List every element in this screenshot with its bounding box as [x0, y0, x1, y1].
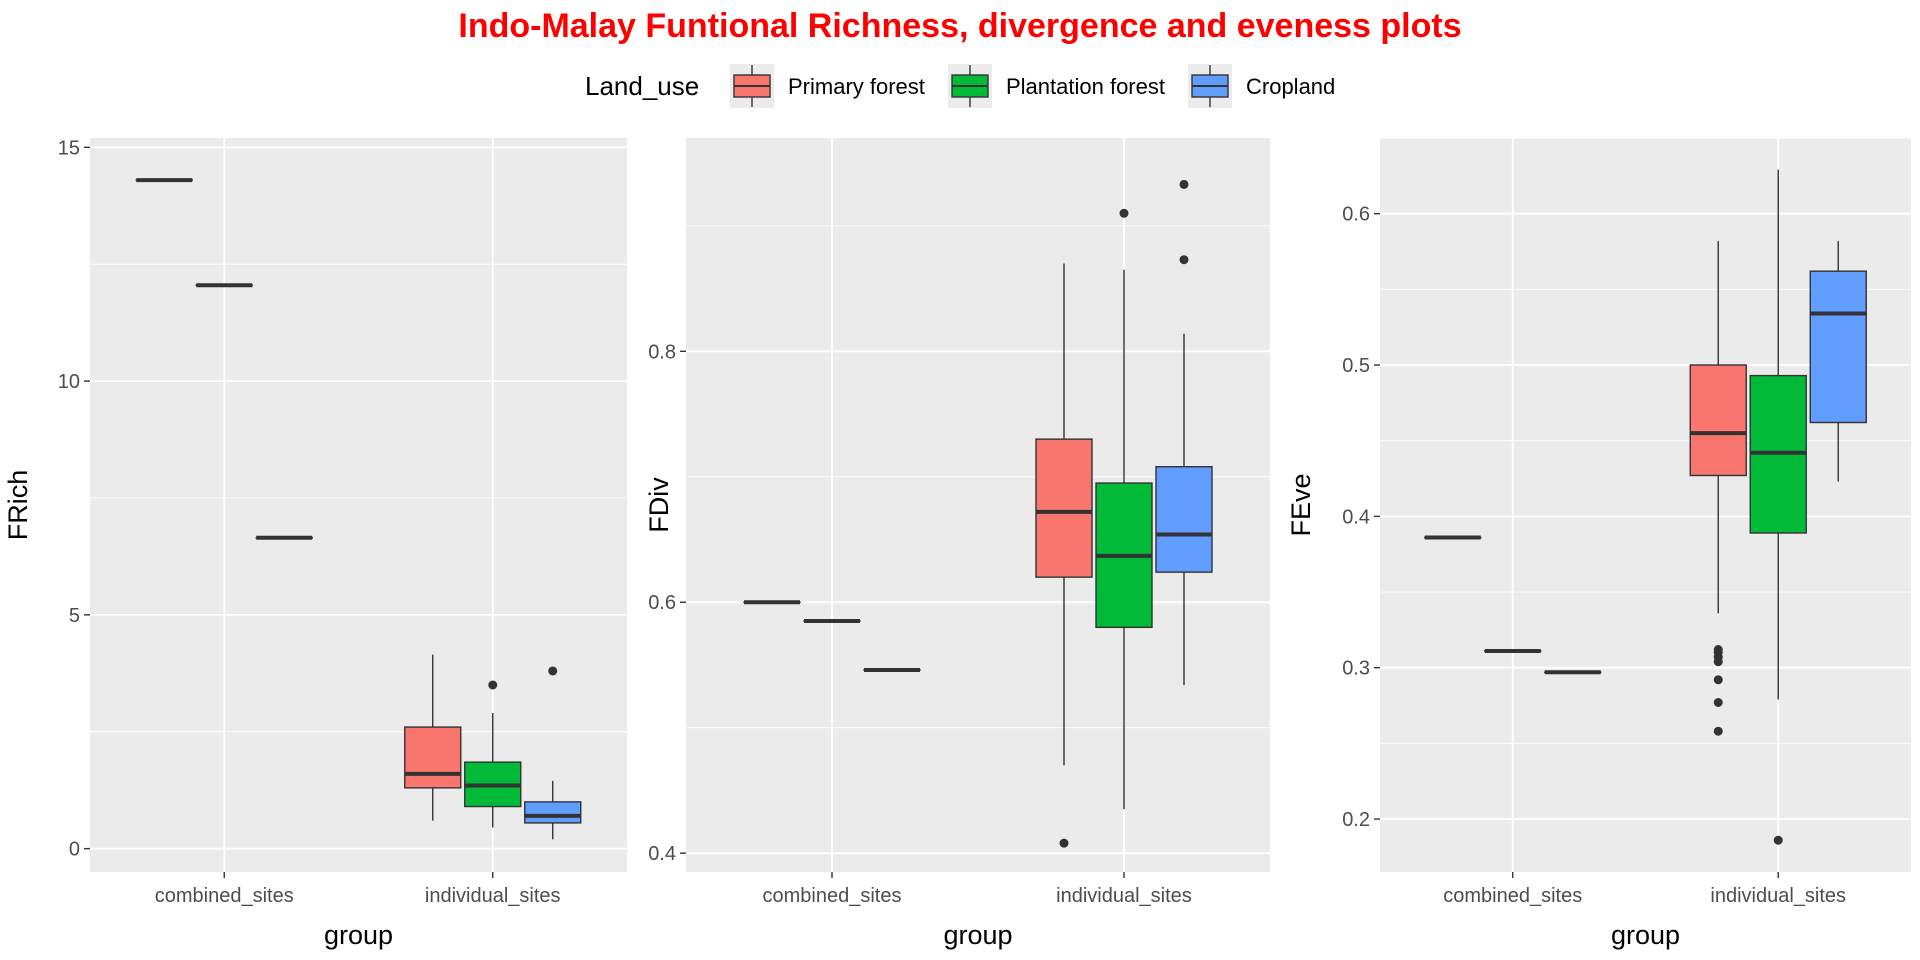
y-tick-label: 0.4: [648, 843, 676, 865]
y-tick-label: 0.4: [1342, 506, 1370, 528]
legend-label: Primary forest: [788, 74, 925, 99]
y-axis-title: FRich: [3, 470, 33, 541]
outlier-point: [1179, 179, 1189, 189]
plot-background: [90, 138, 627, 872]
outlier-point: [1119, 208, 1129, 218]
x-tick-label: individual_sites: [425, 885, 561, 907]
legend-item-primary-forest: Primary forest: [730, 64, 925, 108]
panel-frich: 0 5 10 15 combined_sites individual_sitesgrou…: [3, 137, 627, 950]
box-plantation-forest-individual-sites: [1749, 169, 1807, 845]
legend-label: Plantation forest: [1006, 74, 1165, 99]
box-cropland-individual-sites: [1809, 240, 1867, 482]
y-tick-label: 0: [69, 839, 80, 861]
y-tick-label: 0.6: [1342, 204, 1370, 226]
y-tick-label: 15: [58, 137, 80, 159]
plot-background: [1380, 138, 1911, 872]
box-iqr: [524, 801, 582, 824]
x-axis-title: group: [1611, 920, 1680, 950]
box-cropland-individual-sites: [1155, 179, 1213, 686]
y-tick-label: 0.2: [1342, 809, 1370, 831]
outlier-point: [1773, 835, 1783, 845]
x-axis-title: group: [324, 920, 393, 950]
x-tick-label: combined_sites: [763, 885, 902, 907]
y-axis-title: FDiv: [644, 477, 674, 533]
x-tick-label: combined_sites: [155, 885, 294, 907]
box-iqr: [1809, 270, 1867, 424]
legend-item-cropland: Cropland: [1188, 64, 1335, 108]
box-primary-forest-individual-sites: [404, 654, 462, 821]
box-cropland-individual-sites: [524, 666, 582, 840]
outlier-point: [1713, 697, 1723, 707]
legend-item-plantation-forest: Plantation forest: [948, 64, 1165, 108]
x-tick-label: combined_sites: [1443, 885, 1582, 907]
outlier-point: [1713, 726, 1723, 736]
outlier-point: [1059, 838, 1069, 848]
legend-label: Cropland: [1246, 74, 1335, 99]
outlier-point: [488, 680, 498, 690]
box-iqr: [1155, 466, 1213, 573]
box-iqr: [1035, 438, 1093, 578]
x-tick-label: individual_sites: [1056, 885, 1192, 907]
x-axis-title: group: [943, 920, 1012, 950]
y-tick-label: 0.6: [648, 592, 676, 614]
x-tick-label: individual_sites: [1710, 885, 1846, 907]
box-iqr: [404, 726, 462, 789]
outlier-point: [1179, 255, 1189, 265]
box-primary-forest-individual-sites: [1689, 240, 1747, 736]
y-axis-title: FEve: [1286, 473, 1316, 536]
y-tick-label: 10: [58, 371, 80, 393]
box-iqr: [1689, 364, 1747, 477]
figure-title: Indo-Malay Funtional Richness, divergenc…: [458, 7, 1461, 45]
box-plantation-forest-individual-sites: [464, 680, 522, 828]
legend: Land_use Primary forest Plantation forest…: [585, 64, 1335, 108]
y-tick-label: 5: [69, 605, 80, 627]
y-tick-label: 0.8: [648, 341, 676, 363]
legend-title: Land_use: [585, 71, 699, 101]
outlier-point: [1713, 645, 1723, 655]
box-primary-forest-individual-sites: [1035, 263, 1093, 848]
panel-fdiv: 0.4 0.6 0.8 combined_sites individual_sitesg…: [644, 138, 1270, 950]
outlier-point: [1713, 675, 1723, 685]
panel-feve: 0.2 0.3 0.4 0.5 0.6 combined_sites individual_…: [1286, 137, 1911, 950]
y-tick-label: 0.3: [1342, 658, 1370, 680]
y-tick-label: 0.5: [1342, 355, 1370, 377]
outlier-point: [548, 666, 558, 676]
box-plantation-forest-individual-sites: [1095, 208, 1153, 810]
